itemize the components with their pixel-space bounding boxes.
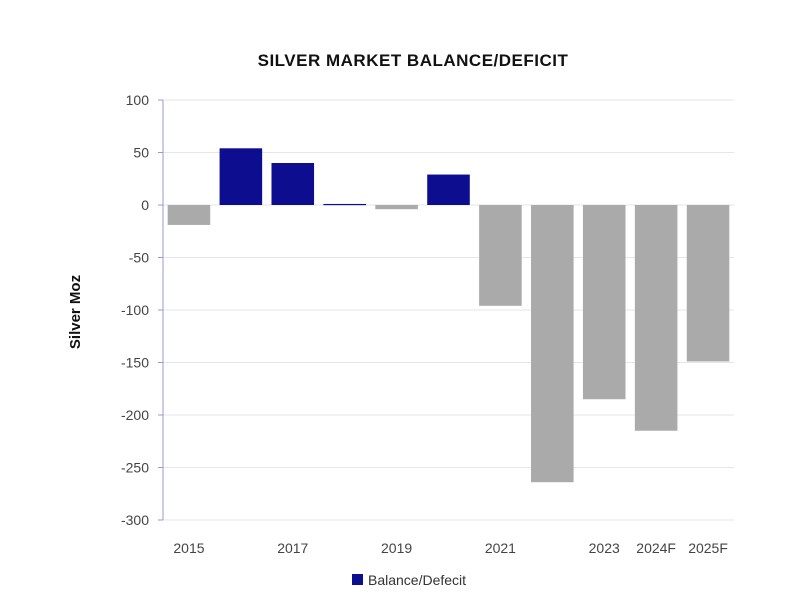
x-tick-label: 2021 [485,540,516,556]
y-tick-label: -200 [121,407,149,423]
legend: Balance/Defecit [352,572,466,588]
x-tick-label: 2017 [277,540,308,556]
y-tick-label: 0 [141,197,149,213]
legend-label: Balance/Defecit [368,572,466,588]
bars [167,148,730,483]
legend-swatch [352,574,363,585]
chart-title: SILVER MARKET BALANCE/DEFICIT [258,51,569,70]
x-tick-label: 2025F [688,540,728,556]
y-tick-label: 50 [133,145,149,161]
x-tick-label: 2024F [636,540,676,556]
bar-2017 [271,163,315,205]
y-tick-label: -300 [121,512,149,528]
bar-2019 [375,205,418,210]
bar-2015 [167,205,211,225]
bar-2022 [531,205,574,483]
x-tick-label: 2023 [589,540,620,556]
y-tick-label: -50 [129,250,149,266]
y-tick-label: -250 [121,460,149,476]
x-tick-label: 2015 [173,540,204,556]
bar-2020 [427,174,470,205]
x-axis-ticks: 2015 2017 2019 2021 2023 2024F 2025F [173,540,728,556]
bar-2024F [634,205,678,431]
x-tick-label: 2019 [381,540,412,556]
y-tick-label: -100 [121,302,149,318]
bar-2023 [582,205,626,400]
bar-2025F [686,205,730,362]
y-axis-ticks: 100 50 0 -50 -100 -150 -200 -250 -300 [121,92,163,528]
y-tick-label: -150 [121,355,149,371]
bar-2021 [479,205,522,306]
y-tick-label: 100 [126,92,150,108]
bar-2018 [323,203,366,206]
bar-2016 [219,148,263,205]
y-axis-label: Silver Moz [67,275,84,349]
